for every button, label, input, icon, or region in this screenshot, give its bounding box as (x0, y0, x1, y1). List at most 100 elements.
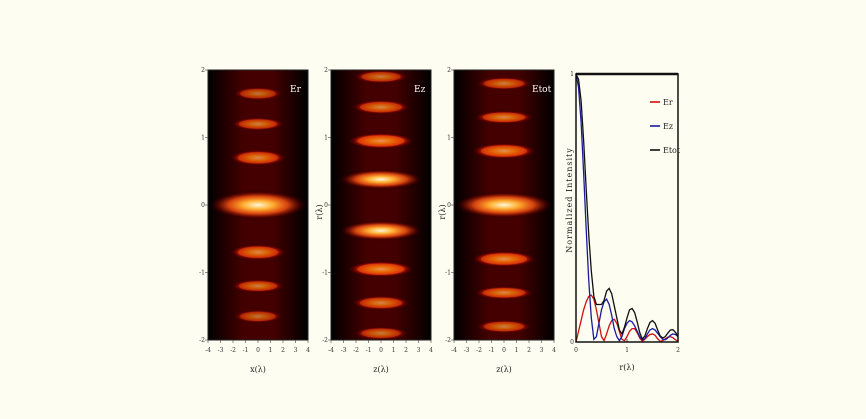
x-axis-label-ez: z(λ) (373, 365, 389, 374)
heatmap-lobe (230, 279, 286, 293)
x-tick-label: 4 (306, 347, 310, 354)
x-tick-label: -1 (489, 347, 495, 354)
y-axis-label-etot: r(λ) (438, 204, 447, 219)
x-tick-label: 1 (269, 347, 273, 354)
legend-label-etot: Etot (663, 146, 681, 155)
legend-label-ez: Ez (663, 122, 673, 131)
x-tick-label: 2 (281, 347, 285, 354)
y-ticks-ez: 2 1 0 -1 -2 (322, 67, 331, 344)
heatmap-lobe (473, 286, 535, 300)
heatmap-panel-etot: Etot -4 -3 -2 -1 0 1 2 3 4 2 1 0 -1 -2 z(λ) r(λ) (438, 67, 556, 374)
x-tick-label: -4 (451, 347, 457, 354)
y-tick-label: -2 (199, 337, 205, 344)
x-tick-label: 0 (256, 347, 260, 354)
y-tick-label: -1 (199, 270, 205, 277)
heatmap-lobe-core (361, 72, 401, 82)
heatmap-lobe (338, 169, 424, 190)
y-axis-label-ez: r(λ) (315, 204, 324, 219)
y-tick-label: -1 (322, 270, 328, 277)
heatmap-lobe-core (240, 311, 276, 322)
heatmap-lobe-core (483, 321, 525, 332)
x-tick-label: 3 (294, 347, 298, 354)
y-tick-label: 1 (447, 135, 451, 142)
x-tick-label: 2 (676, 347, 680, 354)
legend-label-er: Er (663, 98, 673, 107)
panel-label-etot: Etot (532, 85, 552, 95)
heatmap-lobe-core (357, 135, 405, 147)
line-series-group (575, 73, 679, 343)
heatmap-lobe-core (359, 297, 403, 309)
x-tick-label: -3 (464, 347, 470, 354)
plot-area (576, 74, 678, 342)
heatmap-lobe (473, 110, 535, 124)
x-tick-label: -4 (205, 347, 211, 354)
x-axis-label-er: x(λ) (250, 365, 266, 374)
x-tick-label: 2 (527, 347, 531, 354)
heatmap-lobe (454, 191, 554, 219)
x-tick-label: -3 (341, 347, 347, 354)
heatmap-lobe (228, 244, 288, 261)
heatmap-lobe (475, 76, 533, 91)
heatmap-lobe (232, 309, 284, 324)
heatmap-lobe (352, 326, 410, 340)
y-tick-label: -2 (322, 337, 328, 344)
y-ticks-etot: 2 1 0 -1 -2 (445, 67, 454, 344)
panel-label-er: Er (290, 85, 302, 95)
y-tick-label: -1 (445, 270, 451, 277)
heatmap-lobe (338, 220, 424, 241)
y-tick-label: 2 (201, 67, 205, 74)
y-axis-label-line: Normalized Intensity (565, 147, 574, 253)
heatmap-lobe-core (483, 78, 525, 89)
x-tick-label: -4 (328, 347, 334, 354)
x-tick-label: 1 (625, 347, 629, 354)
y-tick-label: 1 (201, 135, 205, 142)
heatmap-lobe-core (482, 112, 526, 122)
x-ticks-etot: -4 -3 -2 -1 0 1 2 3 4 (451, 340, 556, 354)
legend: Er Ez Etot (650, 98, 681, 155)
heatmap-lobes-er (208, 70, 308, 340)
x-tick-label: -2 (353, 347, 359, 354)
heatmap-lobe (232, 86, 284, 101)
heatmap-lobe-core (238, 119, 278, 129)
heatmap-lobe-core (238, 281, 278, 291)
heatmap-panel-ez: Ez -4 -3 -2 -1 0 1 2 3 4 2 1 0 -1 -2 z(λ) r(λ) (315, 67, 433, 374)
x-tick-label: 1 (392, 347, 396, 354)
x-tick-label: -1 (243, 347, 249, 354)
y-tick-label: 1 (324, 135, 328, 142)
heatmap-lobe-core (482, 288, 526, 298)
heatmap-lobes-ez (331, 70, 431, 340)
x-tick-label: 2 (404, 347, 408, 354)
heatmap-lobe-core (237, 152, 279, 164)
y-ticks-line: 01 (570, 71, 574, 346)
y-tick-label: 1 (570, 71, 574, 78)
x-tick-label: 0 (379, 347, 383, 354)
y-ticks-er: 2 1 0 -1 -2 (199, 67, 208, 344)
heatmap-lobe-core (359, 101, 403, 113)
y-tick-label: 2 (324, 67, 328, 74)
heatmap-lobe (352, 70, 410, 84)
x-ticks-line: 0 1 2 (574, 339, 680, 354)
heatmap-lobe-core (357, 263, 405, 275)
y-tick-label: 0 (324, 202, 328, 209)
heatmap-lobe (230, 117, 286, 131)
heatmap-column-glow (331, 70, 431, 340)
series-line-ez (575, 73, 679, 342)
heatmap-lobe-core (237, 246, 279, 258)
heatmap-lobe (228, 149, 288, 166)
series-line-er (575, 294, 679, 343)
x-tick-label: 4 (552, 347, 556, 354)
x-ticks-ez: -4 -3 -2 -1 0 1 2 3 4 (328, 340, 433, 354)
series-line-etot (575, 73, 679, 341)
heatmap-lobe-core (361, 328, 401, 338)
y-tick-label: 0 (201, 202, 205, 209)
x-tick-label: 4 (429, 347, 433, 354)
y-tick-label: 0 (447, 202, 451, 209)
panel-label-ez: Ez (414, 85, 426, 95)
x-tick-label: -2 (230, 347, 236, 354)
x-axis-label-etot: z(λ) (496, 365, 512, 374)
heatmap-lobe-core (480, 145, 528, 157)
heatmap-lobe (208, 190, 308, 220)
x-tick-label: 1 (515, 347, 519, 354)
